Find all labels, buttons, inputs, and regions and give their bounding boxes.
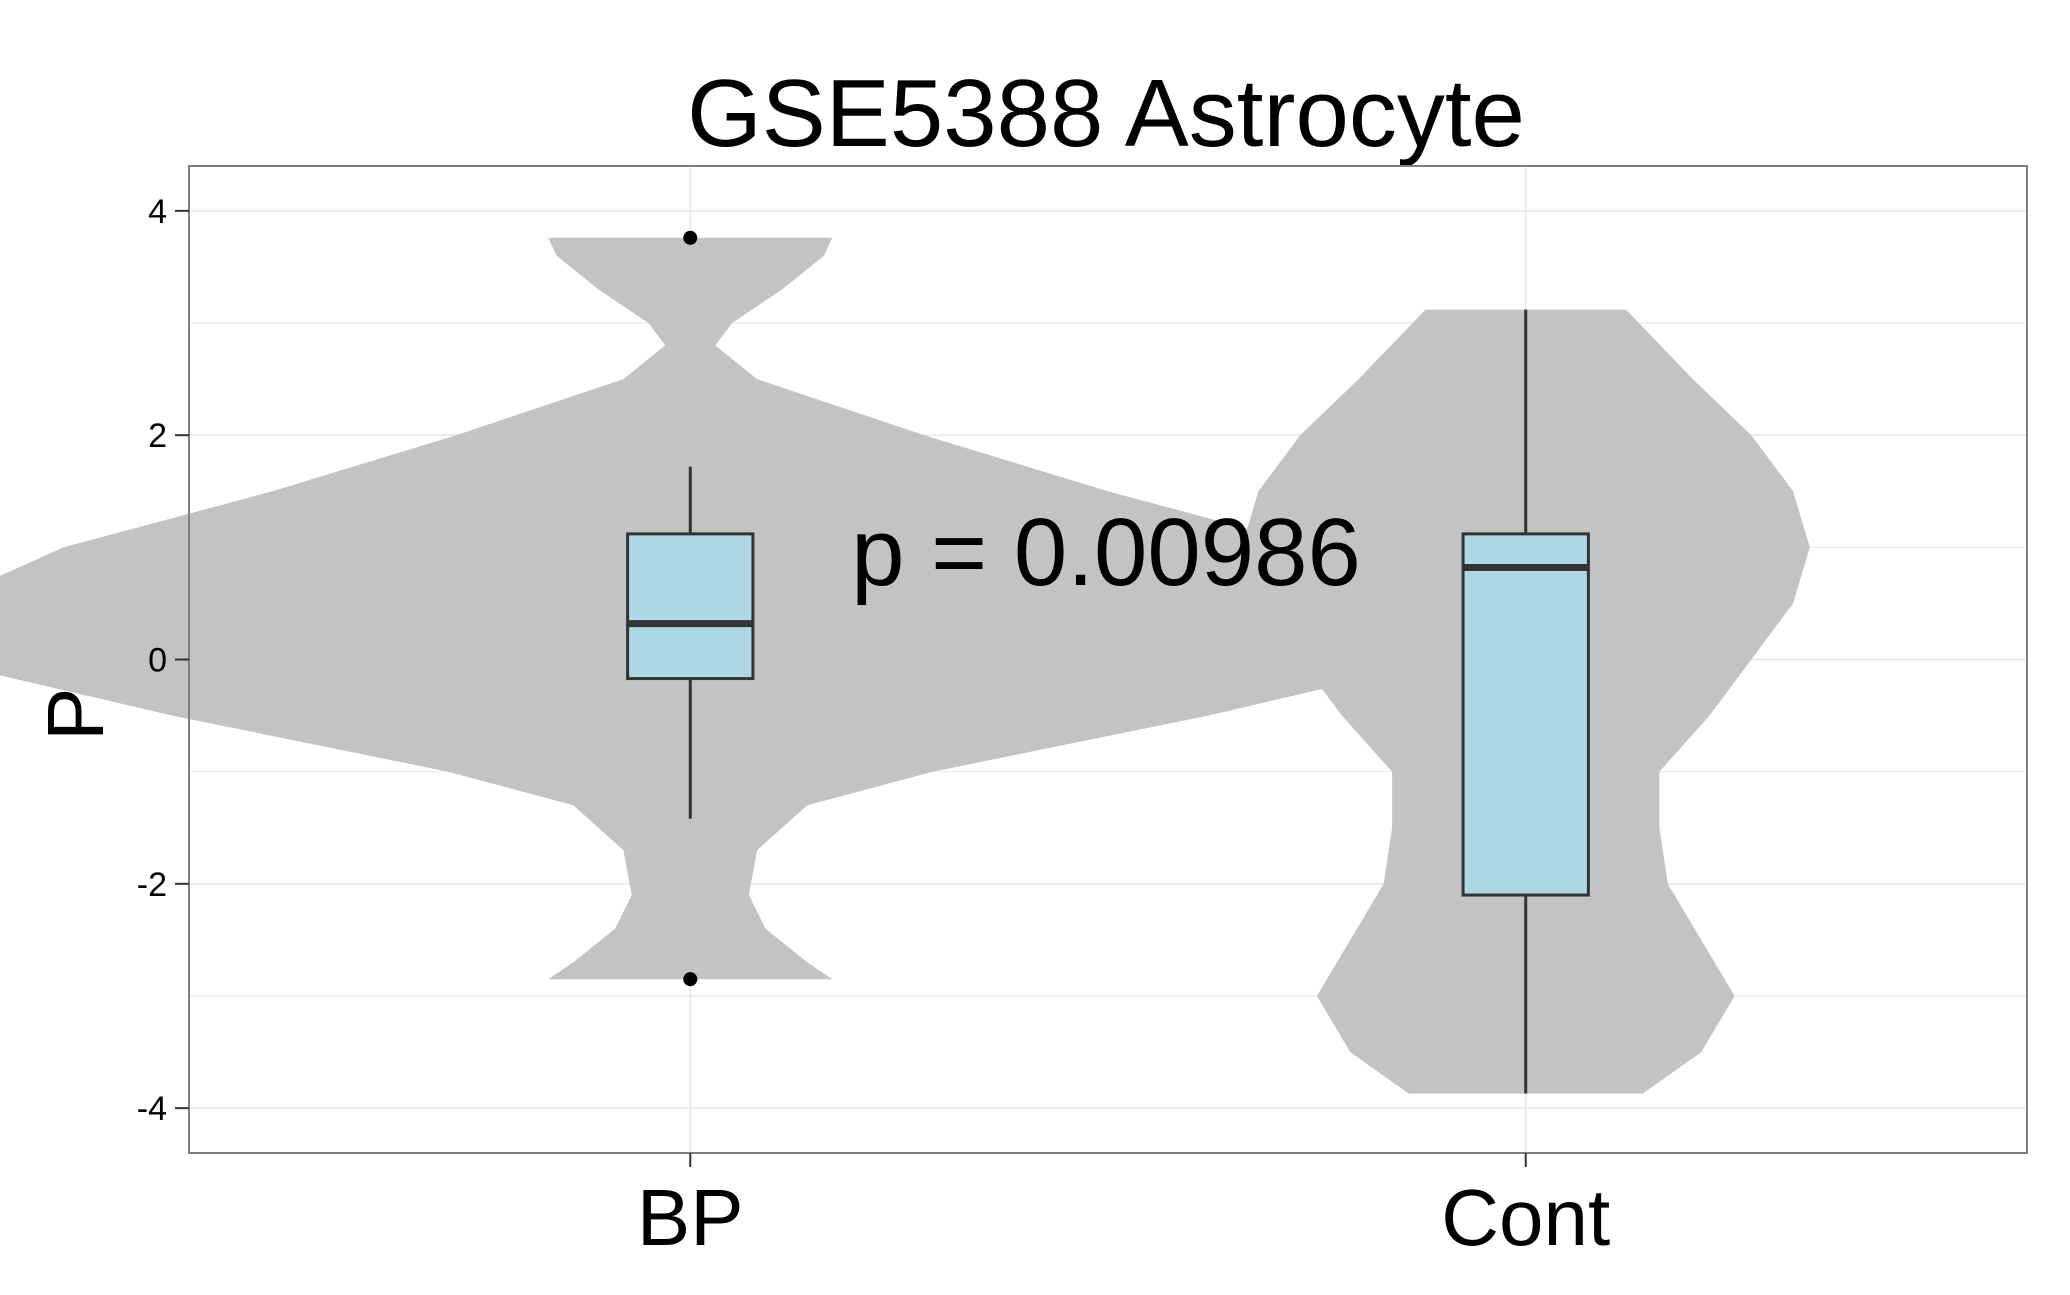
x-tick-label: Cont <box>1441 1173 1610 1262</box>
x-tick-label: BP <box>637 1173 744 1262</box>
y-tick-label: 0 <box>148 642 167 680</box>
box-bp <box>626 532 755 681</box>
box-cont <box>1461 532 1590 897</box>
outlier-point <box>683 230 698 245</box>
y-tick-label: 2 <box>148 417 167 455</box>
y-tick-label: 4 <box>148 193 167 231</box>
y-tick-label: -2 <box>137 866 167 904</box>
p-value-annotation: p = 0.00986 <box>851 499 1361 606</box>
x-axis: BP Cont <box>637 1153 1610 1262</box>
boxplots <box>626 230 1590 1094</box>
y-tick-label: -4 <box>137 1090 167 1128</box>
outlier-point <box>683 972 698 987</box>
plot-panel <box>0 165 2028 1154</box>
chart-title: GSE5388 Astrocyte <box>687 60 1525 167</box>
y-axis: -4 -2 0 2 4 <box>137 193 189 1128</box>
